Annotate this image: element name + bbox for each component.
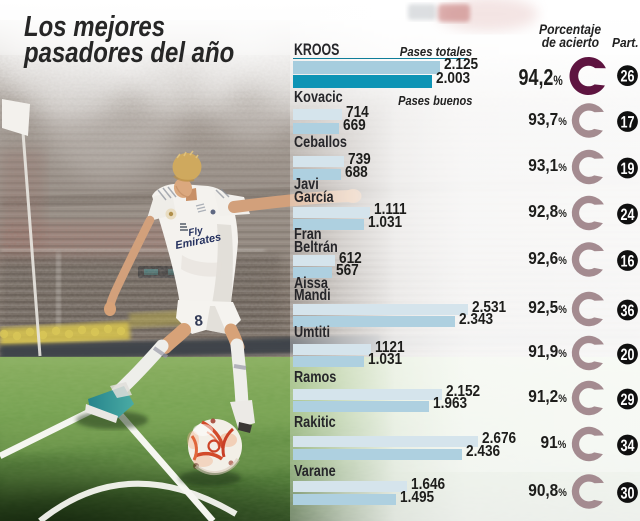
svg-text:30: 30 — [621, 484, 635, 502]
svg-text:20: 20 — [621, 346, 635, 364]
svg-text:8: 8 — [194, 312, 204, 330]
svg-text:17: 17 — [621, 113, 635, 131]
svg-text:29: 29 — [621, 391, 635, 409]
svg-text:26: 26 — [621, 68, 635, 86]
svg-text:16: 16 — [621, 252, 635, 270]
svg-text:19: 19 — [621, 160, 635, 178]
svg-text:34: 34 — [621, 437, 636, 455]
svg-text:36: 36 — [621, 302, 635, 320]
svg-text:24: 24 — [621, 206, 636, 224]
svg-text:Fly: Fly — [187, 225, 204, 239]
